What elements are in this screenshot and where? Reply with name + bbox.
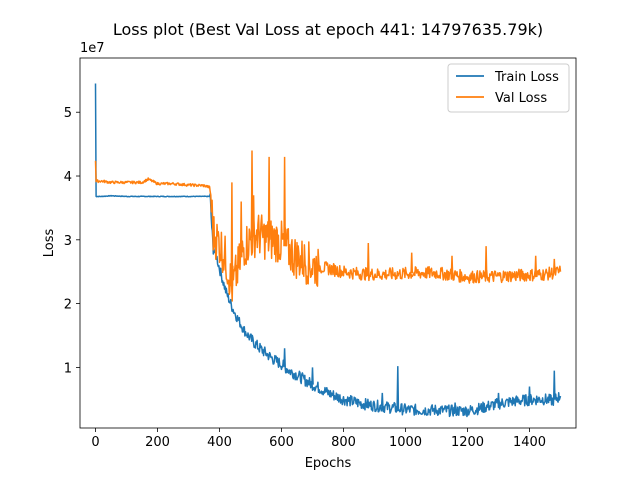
y-axis: 1 2 3 4 5	[64, 106, 80, 376]
val-loss-spike	[552, 258, 556, 273]
legend-label-train: Train Loss	[494, 70, 559, 85]
series-layer	[94, 83, 562, 418]
train-loss-spike	[497, 392, 500, 404]
x-axis: 0 200 400 600 800 1000 1200 1400	[91, 428, 546, 450]
val-loss-spike	[252, 195, 255, 237]
y-tick-label: 3	[64, 234, 72, 249]
legend-label-val: Val Loss	[495, 91, 547, 106]
legend: Train Loss Val Loss	[447, 63, 570, 113]
train-loss-spike	[552, 370, 556, 400]
train-loss-spike	[283, 348, 286, 367]
train-loss-spike	[311, 367, 314, 385]
x-axis-label: Epochs	[305, 456, 352, 471]
val-loss-spike	[283, 156, 286, 247]
val-loss-spike	[484, 246, 488, 277]
plot-area	[79, 57, 577, 429]
train-loss-spike	[396, 366, 400, 409]
x-tick-label: 400	[207, 435, 232, 450]
x-tick-label: 0	[91, 435, 99, 450]
x-tick-label: 200	[145, 435, 170, 450]
x-tick-label: 1000	[389, 435, 422, 450]
val-loss-spike	[250, 150, 254, 239]
y-tick-label: 4	[64, 170, 72, 185]
val-loss-spike	[230, 182, 234, 287]
val-loss-spike	[239, 201, 243, 258]
val-loss-spike	[410, 252, 414, 274]
val-loss-spike	[267, 156, 271, 240]
train-loss-spike	[528, 386, 531, 400]
val-loss-line	[94, 160, 562, 302]
x-tick-label: 800	[331, 435, 356, 450]
y-tick-label: 5	[64, 106, 72, 121]
y-tick-label: 1	[64, 361, 72, 376]
y-scale-offset-label: 1e7	[80, 41, 105, 56]
plot-frame	[79, 57, 577, 429]
val-loss-spike	[450, 255, 454, 275]
val-loss-spike	[534, 255, 538, 275]
x-tick-label: 1200	[451, 435, 484, 450]
chart-title: Loss plot (Best Val Loss at epoch 441: 1…	[113, 20, 543, 39]
y-axis-label: Loss	[42, 229, 57, 258]
train-loss-spike	[380, 392, 384, 407]
val-loss-spike	[366, 242, 370, 275]
x-tick-label: 1400	[513, 435, 546, 450]
train-loss-spike	[453, 402, 457, 411]
x-tick-label: 600	[269, 435, 294, 450]
y-tick-label: 2	[64, 298, 72, 313]
train-loss-line	[94, 83, 562, 418]
